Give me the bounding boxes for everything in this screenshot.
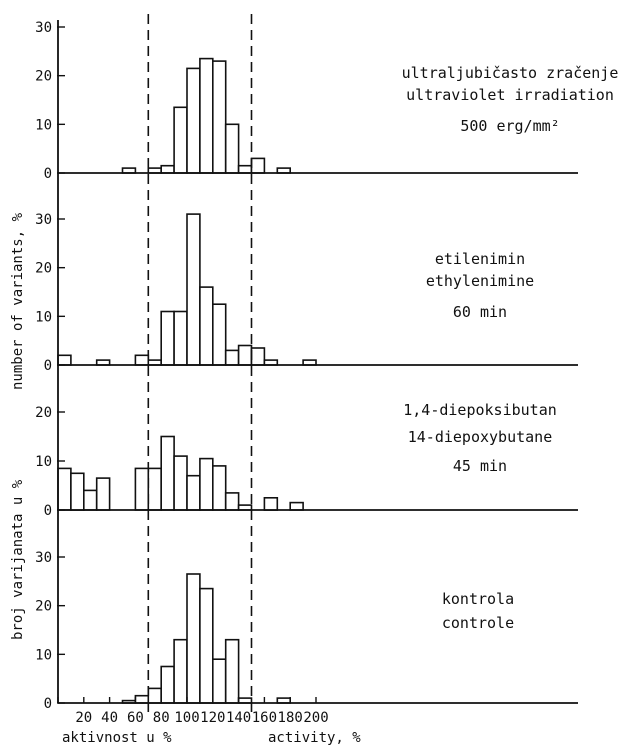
- bar: [199, 457, 214, 511]
- bar: [250, 157, 266, 174]
- panel-label-line: 45 min: [453, 457, 507, 475]
- bar: [70, 472, 85, 511]
- bar: [199, 286, 214, 366]
- panel-label-line: kontrola: [442, 590, 514, 608]
- x-axis-label-english: activity, %: [268, 730, 361, 746]
- bar: [160, 435, 175, 511]
- bar: [224, 492, 240, 511]
- panel-3: 0 10 20 1,4-diepoksibutan 14-diepoxybutane 45…: [35, 401, 578, 519]
- y-axis-label-english: number of variants, %: [10, 212, 26, 390]
- bar: [199, 587, 214, 704]
- bar: [160, 164, 175, 174]
- panel-label-line: 60 min: [453, 303, 507, 321]
- panel-4: 0 10 20 30 kontrola controle: [35, 550, 578, 712]
- panel-label-line: etilenimin: [435, 250, 525, 268]
- bar: [237, 164, 253, 174]
- bar: [134, 694, 150, 704]
- x-axis-label-local: aktivnost u %: [62, 730, 172, 746]
- y-tick-label: 10: [35, 309, 52, 325]
- panel-label-line: ethylenimine: [426, 272, 534, 290]
- x-tick-label: 80: [153, 710, 170, 726]
- bar: [224, 123, 240, 174]
- y-tick-label: 20: [35, 405, 52, 421]
- y-tick-label: 30: [35, 212, 52, 228]
- panel-label-line: ultraviolet irradiation: [406, 86, 614, 104]
- bar: [173, 638, 188, 704]
- bar: [212, 658, 227, 704]
- bar: [173, 310, 188, 366]
- x-tick-label: 20: [75, 710, 92, 726]
- reference-lines: [147, 14, 253, 718]
- panels: 0 10 20 30 ultraljubičasto zračenje ultraviol…: [35, 20, 618, 712]
- bar: [212, 303, 227, 366]
- bar: [57, 354, 72, 366]
- panel-label-line: ultraljubičasto zračenje: [402, 64, 619, 82]
- y-tick-label: 30: [35, 20, 52, 36]
- y-tick-label: 0: [44, 166, 52, 182]
- bar: [186, 573, 201, 704]
- y-tick-label: 20: [35, 261, 52, 277]
- bar: [237, 344, 253, 366]
- panel-label-line: 500 erg/mm²: [460, 117, 559, 135]
- y-tick-label: 10: [35, 117, 52, 133]
- y-tick-label: 20: [35, 599, 52, 615]
- panel-label-line: 14-diepoxybutane: [408, 428, 553, 446]
- bar: [147, 687, 163, 704]
- y-tick-label: 10: [35, 647, 52, 663]
- x-tick-label: 120: [200, 710, 225, 726]
- panel-label-line: 1,4-diepoksibutan: [403, 401, 557, 419]
- bar: [224, 638, 240, 704]
- bar: [212, 60, 227, 174]
- bar: [57, 467, 72, 511]
- x-tick-label: 100: [174, 710, 199, 726]
- x-tick-label: 60: [127, 710, 144, 726]
- bar: [160, 665, 175, 704]
- y-tick-label: 0: [44, 696, 52, 712]
- y-axis-label-local: broj varijanata u %: [10, 479, 26, 640]
- bar: [160, 310, 175, 366]
- bar: [173, 455, 188, 511]
- x-axis: 20 40 60 80 100 120 140 160 180 200: [57, 20, 329, 726]
- bar: [95, 477, 111, 511]
- x-tick-label: 200: [303, 710, 328, 726]
- y-tick-label: 0: [44, 503, 52, 519]
- bar: [186, 474, 201, 511]
- bar: [186, 213, 201, 366]
- bar: [134, 467, 150, 511]
- panel-1: 0 10 20 30 ultraljubičasto zračenje ultraviol…: [35, 20, 618, 182]
- bar: [212, 465, 227, 511]
- bar: [83, 489, 98, 511]
- x-tick-label: 160: [252, 710, 277, 726]
- x-tick-label: 40: [101, 710, 118, 726]
- bar: [263, 496, 279, 511]
- y-tick-label: 0: [44, 358, 52, 374]
- bar: [289, 501, 304, 511]
- bar: [173, 106, 188, 174]
- y-tick-label: 30: [35, 550, 52, 566]
- bar: [186, 67, 201, 174]
- y-tick-label: 10: [35, 454, 52, 470]
- bar: [250, 347, 266, 366]
- bar: [199, 57, 214, 174]
- bar: [147, 467, 163, 511]
- panel-2: 0 10 20 30 etilenimin ethylenimine 60 min: [35, 212, 578, 374]
- x-tick-label: 140: [226, 710, 251, 726]
- y-tick-label: 20: [35, 69, 52, 85]
- bar: [224, 349, 240, 366]
- panel-label-line: controle: [442, 614, 514, 632]
- x-tick-label: 180: [278, 710, 303, 726]
- bar: [134, 354, 150, 366]
